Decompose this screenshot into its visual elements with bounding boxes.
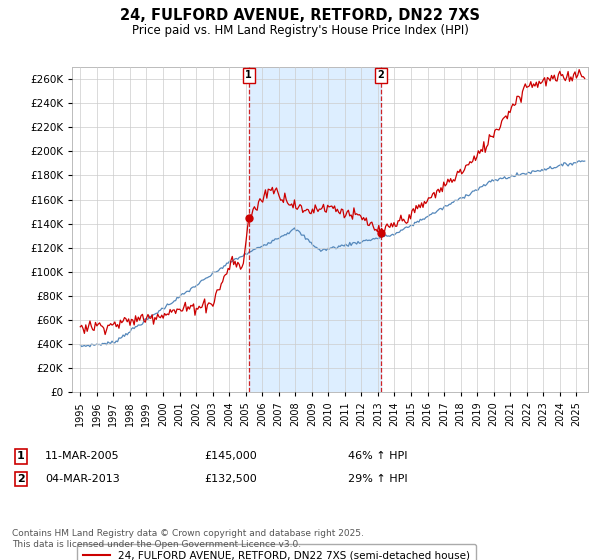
Text: 1: 1 — [245, 71, 252, 80]
Text: £145,000: £145,000 — [204, 451, 257, 461]
Text: 46% ↑ HPI: 46% ↑ HPI — [348, 451, 407, 461]
Legend: 24, FULFORD AVENUE, RETFORD, DN22 7XS (semi-detached house), HPI: Average price,: 24, FULFORD AVENUE, RETFORD, DN22 7XS (s… — [77, 544, 476, 560]
Text: 2: 2 — [17, 474, 25, 484]
Text: Price paid vs. HM Land Registry's House Price Index (HPI): Price paid vs. HM Land Registry's House … — [131, 24, 469, 36]
Text: 11-MAR-2005: 11-MAR-2005 — [45, 451, 119, 461]
Text: £132,500: £132,500 — [204, 474, 257, 484]
Text: Contains HM Land Registry data © Crown copyright and database right 2025.
This d: Contains HM Land Registry data © Crown c… — [12, 529, 364, 549]
Text: 29% ↑ HPI: 29% ↑ HPI — [348, 474, 407, 484]
Text: 24, FULFORD AVENUE, RETFORD, DN22 7XS: 24, FULFORD AVENUE, RETFORD, DN22 7XS — [120, 8, 480, 24]
Bar — [249, 67, 381, 392]
Text: 1: 1 — [17, 451, 25, 461]
Text: 2: 2 — [377, 71, 384, 80]
Text: 04-MAR-2013: 04-MAR-2013 — [45, 474, 120, 484]
